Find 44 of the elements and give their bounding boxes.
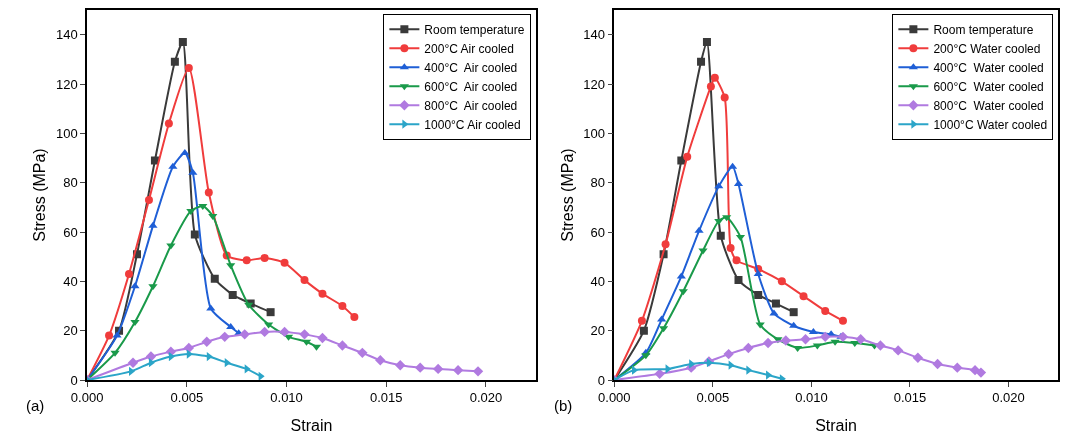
text: (b) [554, 397, 573, 414]
y-tick-label: 40 [590, 273, 605, 289]
legend-label: 600°C Air cooled [424, 79, 518, 94]
y-tick-label: 120 [56, 76, 78, 92]
y-tick-label: 100 [583, 125, 605, 141]
y-tick-label: 80 [63, 175, 78, 191]
x-tick-label: 0.000 [70, 390, 104, 406]
legend-label: 400°C Water cooled [933, 60, 1044, 75]
y-tick-label: 140 [583, 27, 605, 43]
x-tick-label: 0.020 [469, 390, 503, 406]
y-tick-label: 0 [597, 372, 605, 388]
legend-label: 800°C Air cooled [424, 98, 518, 113]
x-tick-label: 0.020 [992, 390, 1025, 406]
x-tick-label: 0.015 [893, 390, 927, 406]
y-tick-label: 60 [590, 224, 605, 240]
y-tick-label: 20 [590, 323, 605, 339]
x-tick-label: 0.000 [598, 390, 631, 406]
legend-label: 200°C Water cooled [933, 41, 1041, 56]
x-tick-label: 0.015 [370, 390, 403, 406]
x-tick-label: 0.010 [270, 390, 303, 406]
y-axis-title: Stress (MPa) [558, 148, 576, 242]
x-axis-title: Strain [290, 416, 333, 434]
y-tick-label: 140 [56, 27, 78, 43]
y-tick-label: 100 [56, 125, 78, 141]
y-tick-label: 60 [63, 224, 78, 240]
text: (a) [26, 397, 45, 414]
legend-label: Room temperature [424, 22, 525, 37]
legend-label: 600°C Water cooled [933, 79, 1044, 94]
x-tick-label: 0.005 [170, 390, 204, 406]
legend-label: 200°C Air cooled [424, 41, 514, 56]
legend-label: 1000°C Air cooled [424, 117, 521, 132]
y-tick-label: 20 [63, 323, 78, 339]
x-tick-label: 0.010 [795, 390, 828, 406]
y-tick-label: 0 [70, 372, 78, 388]
y-axis-title: Stress (MPa) [31, 148, 49, 242]
legend-label: 400°C Air cooled [424, 60, 518, 75]
legend-label: 800°C Water cooled [933, 98, 1044, 113]
x-tick-label: 0.005 [696, 390, 730, 406]
x-axis-title: Strain [815, 416, 857, 434]
legend-label: 1000°C Water cooled [933, 117, 1048, 132]
y-tick-label: 120 [583, 76, 605, 92]
y-tick-label: 80 [590, 175, 605, 191]
legend-label: Room temperature [933, 22, 1034, 37]
y-tick-label: 40 [63, 273, 78, 289]
